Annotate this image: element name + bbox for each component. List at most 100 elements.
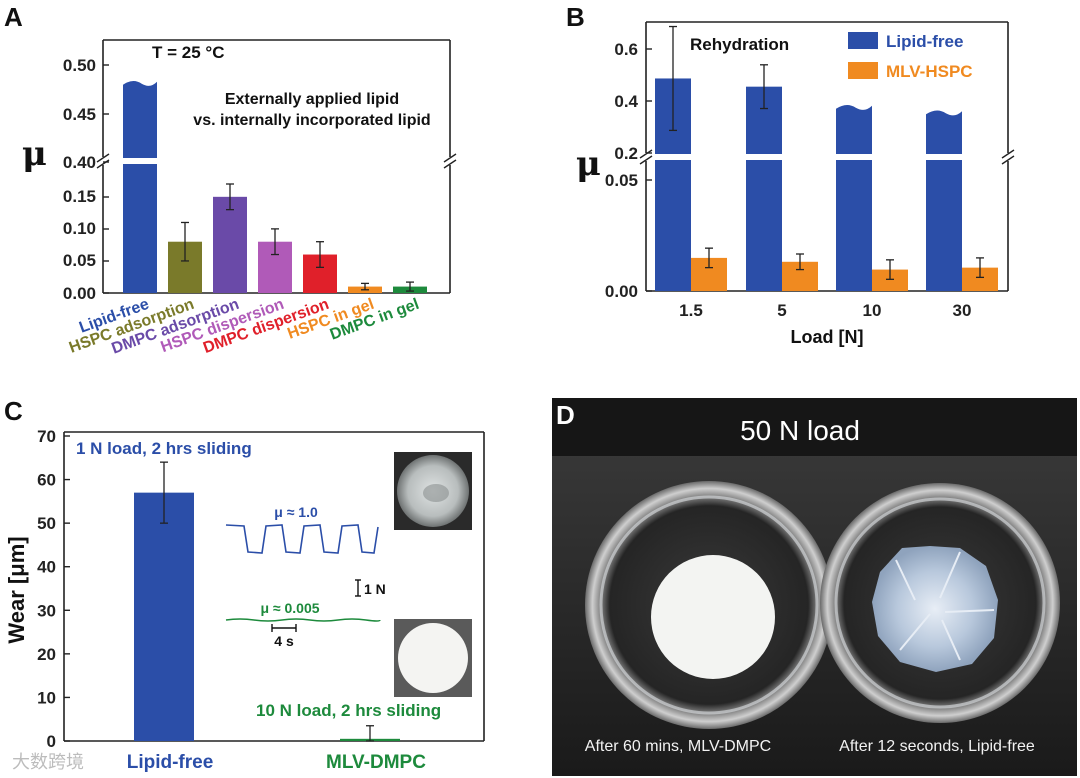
panel-c-ytick-1: 10 — [37, 688, 56, 707]
panel-b-ylabel: μ — [576, 144, 601, 184]
bar-lipid-free-1-5-break — [653, 154, 693, 160]
panel-b-xlabels: 1.5 5 10 30 — [679, 301, 971, 320]
bar-dmpc-adsorption-error — [226, 183, 234, 211]
panel-c-ylabel: Wear [μm] — [4, 536, 29, 643]
panel-c-annotation-top: 1 N load, 2 hrs sliding — [76, 439, 252, 458]
panel-b-ytick-0: 0.00 — [605, 282, 638, 301]
bar-dmpc-dispersion-error — [316, 241, 324, 269]
bar-lipid-free-5 — [746, 86, 782, 292]
panel-a-ytick-3: 0.15 — [63, 187, 96, 206]
bar-mlv-hspc-10 — [872, 269, 908, 291]
bar-lipid-free — [123, 80, 157, 293]
inset-mu-low: μ ≈ 0.005 — [260, 600, 319, 616]
panel-c-letter: C — [4, 396, 23, 426]
time-scale-bar — [271, 624, 297, 632]
bar-mlv-hspc-5-error — [796, 253, 804, 271]
panel-b-ytick-3: 0.4 — [614, 92, 638, 111]
bar-dmpc-in-gel-error — [406, 281, 414, 292]
bar-lipid-free-break — [121, 158, 159, 164]
legend-swatch-lipid-free — [848, 32, 878, 49]
panel-d-letter: D — [556, 400, 575, 430]
panel-a-temp: T = 25 °C — [152, 43, 224, 62]
bar-lipid-free-5-break — [744, 154, 784, 160]
panel-a-letter: A — [4, 2, 23, 32]
panel-a-tick-marks — [103, 64, 109, 294]
caption-right: After 12 seconds, Lipid-free — [839, 738, 1035, 755]
panel-b: B μ 0.00 0.05 0.2 0.4 0.6 Rehydration Li… — [566, 2, 1016, 347]
panel-a-bars — [121, 80, 427, 293]
bar-lipid-free-10-break — [834, 154, 874, 160]
panel-b-letter: B — [566, 2, 585, 32]
bar-lipid-free-10 — [836, 105, 872, 292]
panel-b-tick-marks — [646, 48, 652, 292]
panel-b-ytick-2: 0.2 — [614, 144, 638, 163]
bar-lipid-free-30 — [926, 110, 962, 291]
panel-a-ytick-4: 0.40 — [63, 153, 96, 172]
bar-hspc-in-gel-error — [361, 282, 369, 291]
legend-swatch-mlv-hspc — [848, 62, 878, 79]
panel-a-annotation-1: Externally applied lipid — [225, 91, 399, 108]
panel-c-xlabel-lipid-free: Lipid-free — [127, 752, 214, 773]
panel-a-ylabel: μ — [22, 134, 47, 174]
bar-lipid-free — [134, 492, 194, 741]
panel-b-ytick-4: 0.6 — [614, 40, 638, 59]
panel-b-xtick-30: 30 — [953, 301, 972, 320]
panel-b-xlabel: Load [N] — [791, 327, 864, 347]
photo-title-bar — [552, 398, 1077, 456]
panel-b-annotation: Rehydration — [690, 35, 789, 54]
left-dish-rim — [599, 495, 819, 715]
inset-trace-lipid-free — [225, 524, 379, 554]
bar-mlv-hspc-1-5-error — [705, 247, 713, 269]
panel-c-ytick-4: 40 — [37, 558, 56, 577]
inset-intact-disc — [398, 623, 468, 693]
bar-lipid-free-1-5-error — [669, 25, 677, 132]
panel-b-xtick-5: 5 — [777, 301, 786, 320]
watermark: 大数跨境 — [12, 752, 84, 772]
bar-dmpc-adsorption — [213, 196, 247, 293]
panel-c-xlabel-mlv-dmpc: MLV-DMPC — [326, 752, 426, 773]
bar-mlv-hspc-30-error — [976, 257, 984, 279]
legend-label-mlv-hspc: MLV-HSPC — [886, 62, 973, 81]
bar-hspc-dispersion-error — [271, 228, 279, 256]
right-dish-rim — [834, 497, 1046, 709]
panel-c-ytick-2: 20 — [37, 645, 56, 664]
inset-trace-mlv-dmpc — [225, 618, 381, 622]
bar-mlv-dmpc-error — [366, 725, 374, 742]
panel-c-ytick-7: 70 — [37, 427, 56, 446]
force-scale-bar — [355, 579, 361, 597]
bar-mlv-hspc-10-error — [886, 259, 894, 280]
panel-b-bars — [653, 25, 998, 292]
panel-c-yticks: 0 10 20 30 40 50 60 70 — [37, 427, 70, 751]
panel-c-bars: Lipid-free MLV-DMPC — [127, 461, 426, 773]
panel-b-xtick-10: 10 — [863, 301, 882, 320]
caption-left: After 60 mins, MLV-DMPC — [585, 738, 771, 755]
panel-b-break-marks — [639, 149, 1015, 165]
bar-lipid-free-5-error — [760, 64, 768, 110]
panel-c-ytick-5: 50 — [37, 514, 56, 533]
inset-wear-scar — [423, 484, 449, 502]
panel-a-ytick-0: 0.00 — [63, 284, 96, 303]
panel-a-ytick-1: 0.05 — [63, 251, 96, 270]
bar-lipid-free-error — [160, 461, 168, 524]
panel-a-ytick-2: 0.10 — [63, 219, 96, 238]
panel-a-ytick-6: 0.50 — [63, 56, 96, 75]
panel-a-axis-break — [95, 157, 460, 165]
inset-mu-high: μ ≈ 1.0 — [274, 504, 318, 520]
panel-d: D 50 N load After 60 mins, MLV-DMPC Afte… — [552, 398, 1077, 776]
panel-a-annotation-2: vs. internally incorporated lipid — [193, 112, 430, 129]
panel-b-xtick-1-5: 1.5 — [679, 301, 703, 320]
panel-c-ytick-3: 30 — [37, 601, 56, 620]
panel-a: A μ 0.00 0.05 0.10 0.15 0.40 0.45 0.50 T… — [4, 2, 460, 358]
panel-b-ytick-1: 0.05 — [605, 171, 638, 190]
bar-mlv-hspc-30 — [962, 267, 998, 291]
time-scale-label: 4 s — [274, 633, 294, 649]
bar-lipid-free-30-break — [924, 154, 964, 160]
panel-c: C Wear [μm] 0 10 20 30 40 50 60 70 Lipid-free ML… — [4, 396, 485, 773]
legend-label-lipid-free: Lipid-free — [886, 32, 963, 51]
panel-b-axis-break — [638, 153, 1016, 161]
intact-disc — [651, 555, 775, 679]
panel-c-ytick-6: 60 — [37, 471, 56, 490]
panel-c-ytick-0: 0 — [47, 732, 56, 751]
